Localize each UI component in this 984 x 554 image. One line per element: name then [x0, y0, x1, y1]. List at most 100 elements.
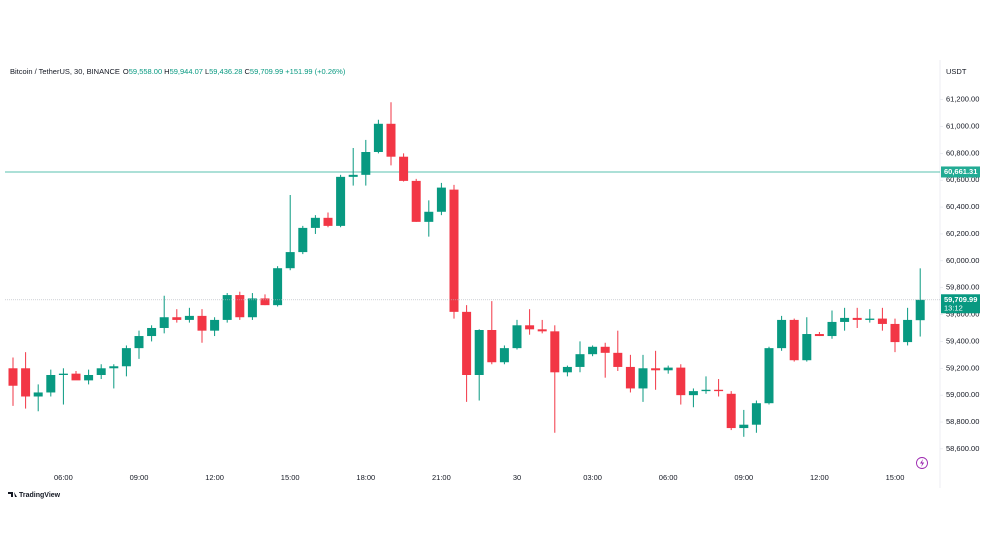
candle-body — [273, 268, 283, 306]
candle-body — [638, 368, 648, 389]
candle-body — [562, 366, 572, 373]
candle-body — [21, 368, 31, 397]
logo-icon — [8, 492, 17, 497]
candle-body — [663, 367, 673, 371]
y-tick-label: 59,200.00 — [946, 363, 979, 372]
x-tick-label: 06:00 — [659, 473, 678, 482]
candle-body — [260, 298, 270, 306]
x-tick-label: 18:00 — [356, 473, 375, 482]
replay-icon — [916, 457, 928, 469]
x-tick-label: 12:00 — [205, 473, 224, 482]
candle-body — [550, 331, 560, 373]
change: +151.99 (+0.26%) — [285, 67, 346, 76]
candle-body — [487, 329, 497, 363]
x-tick-label: 15:00 — [281, 473, 300, 482]
candle-body — [701, 389, 711, 392]
candle-body — [84, 374, 94, 381]
y-tick-label: 59,400.00 — [946, 336, 979, 345]
candle-body — [197, 315, 207, 331]
y-tick-label: 61,000.00 — [946, 121, 979, 130]
candle-body — [436, 187, 446, 212]
y-tick-label: 58,600.00 — [946, 444, 979, 453]
candle-body — [386, 123, 396, 157]
candle-body — [96, 368, 106, 375]
y-tick-label: 60,400.00 — [946, 202, 979, 211]
field-value: 59,944.07 — [170, 67, 203, 76]
field-key: O — [123, 67, 129, 76]
candle-body — [58, 373, 68, 375]
candle-body — [814, 334, 824, 337]
candle-body — [33, 392, 43, 397]
candle-body — [247, 298, 257, 318]
candle-body — [8, 368, 18, 386]
candle-body — [827, 321, 837, 337]
candle-body — [512, 325, 522, 349]
field-key: C — [244, 67, 250, 76]
icon-bolt — [920, 459, 925, 467]
candle-body — [840, 317, 850, 322]
candle-body — [877, 318, 887, 324]
candle-body — [399, 156, 409, 181]
candle-body — [373, 123, 383, 153]
candle-body — [348, 174, 358, 177]
candle-body — [726, 393, 736, 429]
candle-body — [575, 354, 585, 367]
candle-body — [121, 348, 131, 367]
x-tick-label: 12:00 — [810, 473, 829, 482]
y-tick-label: 59,800.00 — [946, 283, 979, 292]
candle-body — [449, 189, 459, 312]
y-tick-label: 58,800.00 — [946, 417, 979, 426]
field-value: 59,558.00 — [129, 67, 162, 76]
field-key: H — [164, 67, 169, 76]
candle-body — [474, 329, 484, 375]
candle-body — [210, 319, 220, 331]
candle-body — [777, 319, 787, 349]
candle-body — [802, 334, 812, 361]
x-tick-label: 03:00 — [583, 473, 602, 482]
candle-body — [285, 252, 295, 269]
candle-body — [600, 346, 610, 353]
candle-body — [361, 152, 371, 175]
price-tag-label: 60,661.31 — [944, 167, 977, 176]
candle-body — [298, 227, 308, 253]
y-tick-label: 59,600.00 — [946, 310, 979, 319]
candle-body — [462, 311, 472, 375]
candle-body — [865, 318, 875, 320]
price-tag — [941, 166, 980, 178]
candle-body — [147, 327, 157, 337]
countdown: 13:12 — [944, 303, 963, 312]
last-price-tag — [941, 294, 980, 314]
candle-body — [323, 217, 333, 226]
candle-body — [751, 403, 761, 425]
x-tick-label: 15:00 — [886, 473, 905, 482]
candle-body — [235, 295, 245, 318]
candle-body — [903, 319, 913, 343]
y-tick-label: 60,800.00 — [946, 148, 979, 157]
candle-body — [424, 211, 434, 222]
candle-body — [625, 366, 635, 389]
x-tick-label: 06:00 — [54, 473, 73, 482]
candle-body — [852, 317, 862, 320]
candle-body — [172, 317, 182, 320]
last-price-label: 59,709.99 — [944, 295, 977, 304]
field-value: 59,436.28 — [209, 67, 242, 76]
candle-body — [109, 366, 119, 369]
currency: USDT — [946, 67, 967, 76]
icon-circle — [916, 457, 928, 469]
candle-body — [739, 424, 749, 429]
candle-body — [184, 315, 194, 320]
logo: TradingView — [8, 492, 61, 499]
candle-body — [71, 373, 81, 381]
candle-body — [613, 352, 623, 367]
candle-body — [134, 336, 144, 349]
x-tick-label: 30 — [513, 473, 521, 482]
x-tick-label: 09:00 — [734, 473, 753, 482]
candle-body — [411, 180, 421, 222]
candle-body — [336, 176, 346, 226]
symbol: Bitcoin / TetherUS, 30, BINANCE — [10, 67, 120, 76]
candle-body — [46, 374, 56, 393]
candle-body — [688, 391, 698, 396]
candle-body — [537, 329, 547, 332]
